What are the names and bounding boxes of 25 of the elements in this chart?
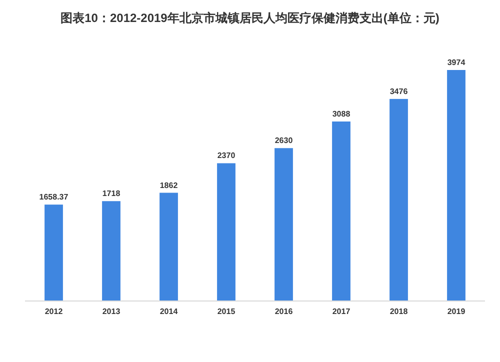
data-label: 3974 [447,58,466,67]
bar [160,192,178,301]
x-tick-label: 2019 [447,307,466,316]
data-label: 3476 [390,86,408,96]
bar [447,70,466,301]
data-label: 2370 [217,151,236,160]
data-label: 1718 [102,189,121,198]
bar [274,148,293,301]
x-tick-label: 2018 [390,307,408,316]
data-label: 1658.37 [39,192,69,202]
bar [44,204,63,301]
chart-title: 图表10：2012-2019年北京市城镇居民人均医疗保健消费支出(单位：元) [60,11,440,25]
bar [102,201,120,301]
x-tick-label: 2017 [332,307,351,316]
bar [217,163,236,301]
data-label: 2630 [274,136,294,146]
x-tick-label: 2015 [217,307,236,316]
data-label: 1862 [160,180,178,190]
x-tick-label: 2016 [274,307,294,316]
x-tick-label: 2013 [102,307,121,316]
data-label: 3088 [332,110,351,118]
bar [332,122,350,301]
bar [390,98,408,301]
x-tick-label: 2012 [44,307,64,316]
x-tick-label: 2014 [160,307,178,316]
